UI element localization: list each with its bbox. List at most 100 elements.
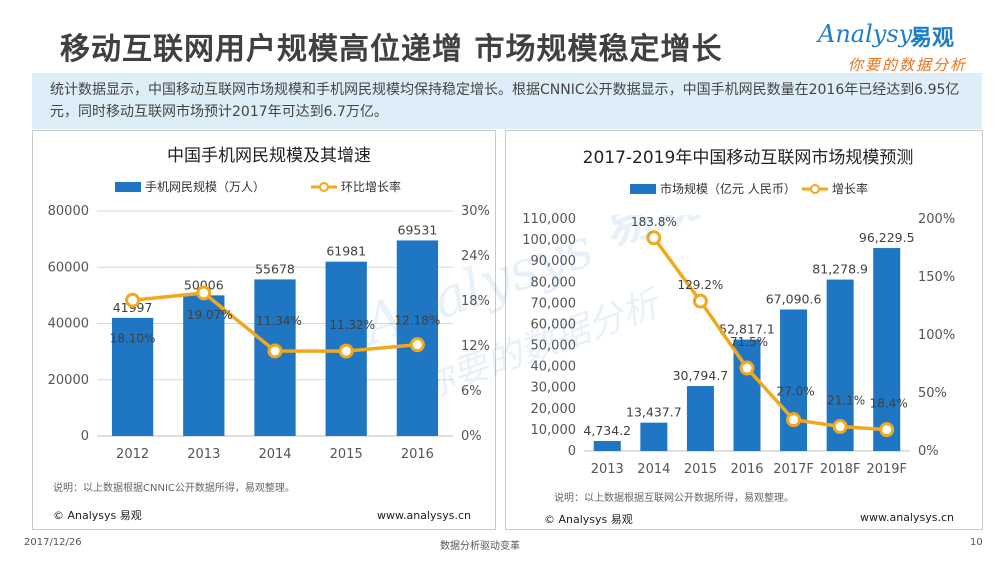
line-point	[125, 292, 141, 308]
chart-panel-mobile-users: 中国手机网民规模及其增速手机网民规模（万人） 环比增长率 0 20000 40000 60…	[32, 130, 496, 530]
bar-data-label: 81,278.9	[812, 262, 868, 277]
y-tick-label: 80000	[48, 204, 89, 219]
chart-copyright: © Analysys 易观	[53, 509, 142, 522]
legend-marker-line	[319, 182, 329, 192]
chart-site-url: www.analysys.cn	[860, 511, 954, 524]
footer-date: 2017/12/26	[24, 537, 82, 548]
x-tick-label: 2016	[401, 447, 434, 462]
chart-title: 2017-2019年中国移动互联网市场规模预测	[583, 148, 914, 168]
y2-tick-label: 12%	[461, 339, 490, 354]
x-tick-label: 2012	[116, 447, 149, 462]
line-data-label: 21.1%	[827, 394, 865, 408]
y2-tick-label: 0%	[918, 444, 939, 459]
chart-copyright: © Analysys 易观	[544, 513, 633, 526]
line-data-label: 18.10%	[110, 331, 156, 345]
legend-label-line: 环比增长率	[341, 179, 401, 194]
y2-tick-label: 6%	[461, 384, 482, 399]
y-tick-label: 60,000	[531, 317, 577, 332]
y-tick-label: 50,000	[531, 339, 577, 354]
bar-data-label: 69531	[398, 222, 438, 237]
line-point	[879, 422, 895, 438]
y2-tick-label: 0%	[461, 429, 482, 444]
logo-tagline: 你要的数据分析	[848, 56, 968, 74]
line-point	[196, 285, 212, 301]
growth-rate-line	[652, 236, 887, 432]
y-tick-label: 60000	[48, 260, 89, 275]
y-tick-label: 90,000	[531, 254, 577, 269]
chart-site-url: www.analysys.cn	[377, 509, 471, 522]
bar-data-label: 67,090.6	[766, 291, 822, 306]
page-title: 移动互联网用户规模高位递增 市场规模稳定增长	[60, 32, 723, 67]
logo-english: Analysys	[818, 20, 925, 48]
x-tick-label: 2018F	[820, 462, 861, 477]
bar	[111, 317, 154, 436]
line-data-label: 11.34%	[256, 314, 302, 328]
chart-panel-market-size: 2017-2019年中国移动互联网市场规模预测市场规模（亿元 人民币） 增长率 0 1…	[505, 130, 983, 530]
x-tick-label: 2016	[730, 462, 763, 477]
line-point	[338, 343, 354, 359]
line-point	[267, 343, 283, 359]
x-tick-label: 2014	[258, 447, 291, 462]
legend-marker-line	[810, 184, 820, 194]
x-tick-label: 2014	[637, 462, 670, 477]
y-tick-label: 70,000	[531, 296, 577, 311]
line-point	[832, 419, 848, 435]
bar	[780, 309, 808, 451]
y2-tick-label: 100%	[918, 328, 955, 343]
line-data-label: 71.5%	[730, 335, 768, 349]
x-tick-label: 2017F	[773, 462, 814, 477]
line-data-label: 11.32%	[329, 318, 375, 332]
line-point	[786, 412, 802, 428]
line-data-label: 27.0%	[777, 385, 815, 399]
bar-data-label: 61981	[326, 244, 366, 259]
bar-data-label: 13,437.7	[626, 405, 682, 420]
logo-chinese: 易观	[910, 26, 955, 51]
line-point	[409, 337, 425, 353]
analysys-logo: Analysys 易观 你要的数据分析	[818, 20, 988, 80]
y-tick-label: 110,000	[522, 212, 576, 227]
line-data-label: 18.4%	[870, 397, 908, 411]
bar-data-label: 30,794.7	[673, 368, 729, 383]
footer-slogan: 数据分析驱动变革	[440, 541, 520, 552]
y-tick-label: 0	[568, 444, 576, 459]
y2-tick-label: 18%	[461, 294, 490, 309]
bar	[593, 441, 621, 451]
chart-note: 说明：以上数据根据互联网公开数据所得，易观整理。	[554, 493, 794, 504]
bar-data-label: 52,817.1	[719, 322, 775, 337]
footer-page-number: 10	[970, 537, 983, 548]
x-tick-label: 2015	[684, 462, 717, 477]
y-tick-label: 40000	[48, 317, 89, 332]
bar-data-label: 4,734.2	[583, 423, 631, 438]
y2-tick-label: 150%	[918, 270, 955, 285]
legend-label-bar: 手机网民规模（万人）	[145, 179, 265, 194]
line-point	[646, 230, 662, 246]
x-tick-label: 2019F	[866, 462, 907, 477]
legend-swatch-bar	[115, 182, 141, 192]
y2-tick-label: 24%	[461, 249, 490, 264]
bar	[183, 295, 225, 436]
line-data-label: 183.8%	[631, 215, 677, 229]
chart-note: 说明：以上数据根据CNNIC公开数据所得，易观整理。	[53, 483, 295, 494]
y-tick-label: 0	[81, 429, 89, 444]
bar-data-label: 96,229.5	[859, 230, 915, 245]
bar	[873, 248, 901, 451]
y2-tick-label: 50%	[918, 386, 947, 401]
bar	[686, 386, 714, 451]
chart-title: 中国手机网民规模及其增速	[167, 146, 371, 166]
line-data-label: 129.2%	[678, 278, 724, 292]
bar-data-label: 50006	[184, 277, 224, 292]
y-tick-label: 10,000	[531, 423, 577, 438]
x-tick-label: 2013	[591, 462, 624, 477]
y-tick-label: 30,000	[531, 381, 577, 396]
line-data-label: 19.07%	[187, 308, 233, 322]
legend-label-bar: 市场规模（亿元 人民币）	[660, 181, 796, 196]
line-data-label: 12.18%	[395, 314, 441, 328]
y2-tick-label: 200%	[918, 212, 955, 227]
legend-label-line: 增长率	[832, 181, 868, 196]
y-tick-label: 40,000	[531, 360, 577, 375]
y2-tick-label: 30%	[461, 204, 490, 219]
x-tick-label: 2015	[330, 447, 363, 462]
y-tick-label: 20000	[48, 373, 89, 388]
